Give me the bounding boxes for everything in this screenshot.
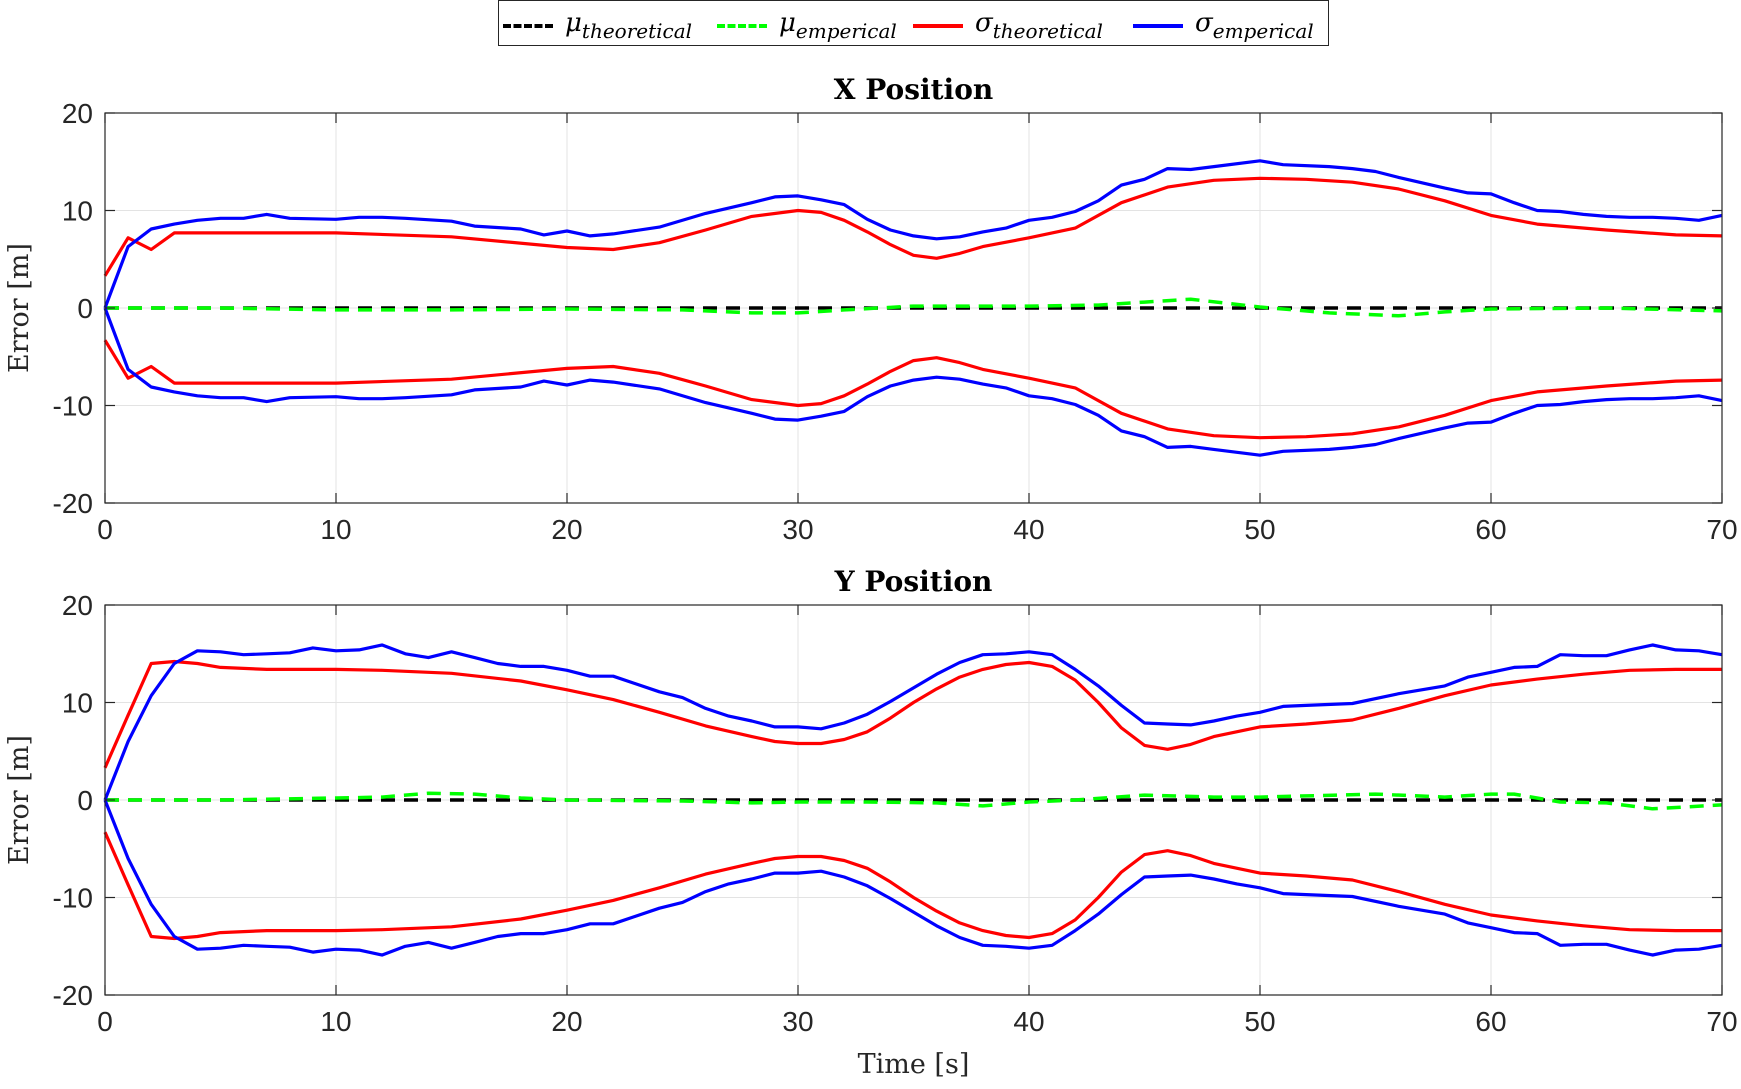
x-tick-label: 10 bbox=[320, 1006, 351, 1037]
y-tick-label: -10 bbox=[53, 391, 93, 422]
x-tick-label: 0 bbox=[97, 514, 113, 545]
series-line-emperical-lower bbox=[103, 307, 1723, 457]
legend-item-sigma-theoretical: σtheoretical bbox=[913, 6, 1123, 43]
legend-item-mu-emperical: μemperical bbox=[717, 6, 907, 43]
legend-symbol: σ bbox=[1195, 8, 1213, 38]
x-tick-label: 70 bbox=[1706, 514, 1737, 545]
legend-subscript: theoretical bbox=[992, 19, 1103, 43]
series-line-emperical-upper bbox=[103, 159, 1723, 309]
series-line-theoretical-lower bbox=[103, 831, 1722, 941]
series-line-theoretical-upper bbox=[103, 659, 1722, 769]
legend-subscript: emperical bbox=[795, 19, 897, 43]
x-tick-label: 30 bbox=[782, 514, 813, 545]
legend: μtheoretical μemperical σtheoretical σem… bbox=[498, 0, 1329, 46]
legend-item-sigma-emperical: σemperical bbox=[1133, 6, 1325, 43]
legend-swatch bbox=[913, 24, 963, 28]
x-tick-label: 0 bbox=[97, 1006, 113, 1037]
legend-subscript: emperical bbox=[1212, 19, 1314, 43]
x-tick-label: 50 bbox=[1244, 514, 1275, 545]
y-tick-label: 20 bbox=[62, 98, 93, 129]
legend-swatch bbox=[503, 24, 553, 28]
series-line-theoretical-lower bbox=[103, 339, 1723, 440]
y-tick-label: -20 bbox=[53, 980, 93, 1011]
y-tick-label: 0 bbox=[77, 785, 93, 816]
x-tick-label: 20 bbox=[551, 514, 582, 545]
x-tick-label: 10 bbox=[320, 514, 351, 545]
legend-swatch bbox=[717, 24, 767, 28]
y-tick-label: -20 bbox=[53, 488, 93, 519]
legend-symbol: μ bbox=[565, 8, 582, 38]
series-line-emperical-upper bbox=[103, 643, 1723, 801]
legend-swatch bbox=[1133, 24, 1183, 28]
y-axis-label: Error [m] bbox=[4, 735, 35, 865]
x-axis-label: Time [s] bbox=[858, 1049, 970, 1080]
chart-title: Y Position bbox=[834, 565, 993, 598]
series-line-emperical bbox=[105, 791, 1723, 811]
x-tick-label: 40 bbox=[1013, 514, 1044, 545]
x-tick-label: 20 bbox=[551, 1006, 582, 1037]
y-tick-label: 0 bbox=[77, 293, 93, 324]
legend-symbol: μ bbox=[779, 8, 796, 38]
x-tick-label: 60 bbox=[1475, 1006, 1506, 1037]
y-tick-label: 10 bbox=[62, 688, 93, 719]
series-line-emperical-lower bbox=[103, 799, 1723, 957]
x-tick-label: 30 bbox=[782, 1006, 813, 1037]
x-tick-label: 40 bbox=[1013, 1006, 1044, 1037]
x-tick-label: 60 bbox=[1475, 514, 1506, 545]
y-tick-label: 20 bbox=[62, 590, 93, 621]
y-tick-label: -10 bbox=[53, 883, 93, 914]
x-tick-label: 50 bbox=[1244, 1006, 1275, 1037]
legend-subscript: theoretical bbox=[581, 19, 693, 43]
y-axis-label: Error [m] bbox=[4, 243, 35, 373]
series-line-emperical bbox=[105, 297, 1723, 318]
x-tick-label: 70 bbox=[1706, 1006, 1737, 1037]
series-line-theoretical-upper bbox=[103, 176, 1723, 277]
y-tick-label: 10 bbox=[62, 196, 93, 227]
legend-item-mu-theoretical: μtheoretical bbox=[503, 6, 713, 43]
legend-symbol: σ bbox=[975, 8, 993, 38]
chart-title: X Position bbox=[834, 73, 993, 106]
